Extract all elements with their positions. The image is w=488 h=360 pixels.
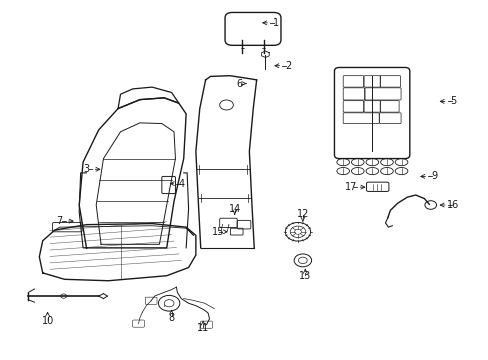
- Text: 17: 17: [345, 182, 357, 192]
- Text: 1: 1: [272, 18, 279, 28]
- Text: 2: 2: [285, 61, 291, 71]
- Text: 10: 10: [41, 316, 54, 326]
- Text: 8: 8: [168, 312, 174, 323]
- Text: 7: 7: [57, 216, 63, 226]
- Text: 9: 9: [430, 171, 436, 181]
- Text: 6: 6: [236, 78, 242, 89]
- Text: 14: 14: [228, 203, 241, 213]
- Text: 3: 3: [83, 164, 89, 174]
- Text: 5: 5: [449, 96, 456, 107]
- Text: 11: 11: [197, 323, 209, 333]
- Text: 15: 15: [211, 227, 224, 237]
- Text: 16: 16: [447, 200, 459, 210]
- Text: 12: 12: [296, 209, 308, 219]
- Text: 4: 4: [178, 179, 184, 189]
- Text: 13: 13: [299, 271, 311, 282]
